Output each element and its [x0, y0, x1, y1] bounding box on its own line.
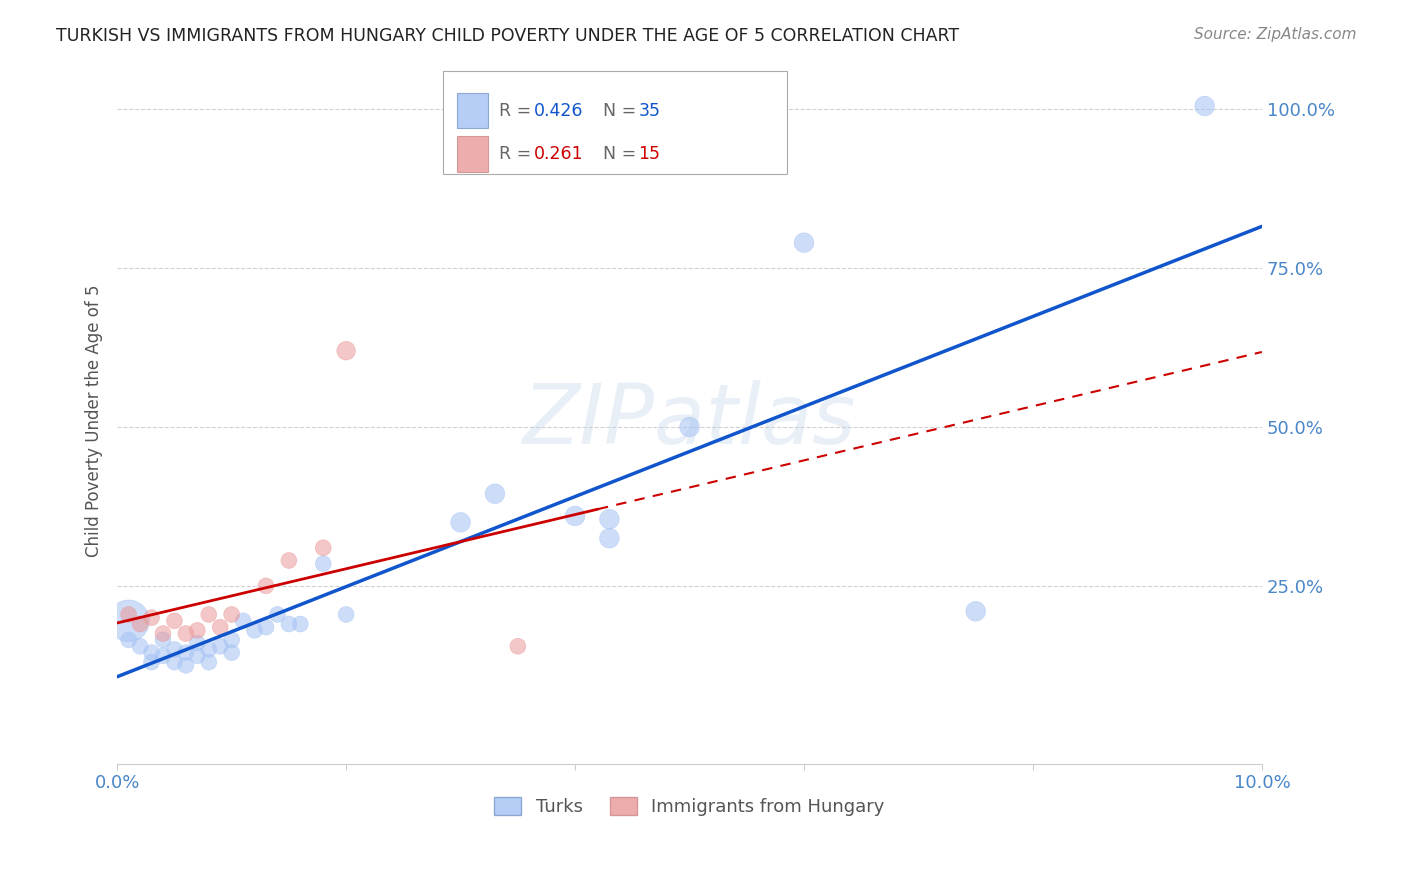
Point	[598, 531, 620, 545]
Point	[793, 235, 815, 250]
Point	[221, 607, 243, 622]
Point	[163, 642, 186, 657]
Point	[254, 620, 277, 634]
Point	[141, 655, 163, 669]
Point	[232, 614, 254, 628]
Point	[266, 607, 288, 622]
Point	[174, 658, 197, 673]
Point	[152, 632, 174, 647]
Point	[312, 557, 335, 571]
Point	[484, 486, 506, 500]
Point	[678, 420, 700, 434]
Point	[564, 508, 586, 523]
Point	[129, 639, 152, 653]
Point	[174, 646, 197, 660]
Text: ZIPatlas: ZIPatlas	[523, 380, 856, 461]
Text: 35: 35	[638, 102, 661, 120]
Point	[197, 642, 219, 657]
Y-axis label: Child Poverty Under the Age of 5: Child Poverty Under the Age of 5	[86, 285, 103, 557]
Text: R =: R =	[499, 145, 537, 162]
Point	[186, 648, 208, 663]
Text: Source: ZipAtlas.com: Source: ZipAtlas.com	[1194, 27, 1357, 42]
Point	[117, 632, 139, 647]
Legend: Turks, Immigrants from Hungary: Turks, Immigrants from Hungary	[486, 789, 891, 823]
Point	[152, 648, 174, 663]
Point	[186, 636, 208, 650]
Point	[221, 632, 243, 647]
Point	[290, 617, 312, 632]
Point	[1194, 99, 1216, 113]
Point	[254, 579, 277, 593]
Text: TURKISH VS IMMIGRANTS FROM HUNGARY CHILD POVERTY UNDER THE AGE OF 5 CORRELATION : TURKISH VS IMMIGRANTS FROM HUNGARY CHILD…	[56, 27, 959, 45]
Point	[141, 610, 163, 624]
Point	[186, 624, 208, 638]
Point	[243, 624, 266, 638]
Point	[277, 553, 299, 567]
Point	[197, 607, 219, 622]
Text: 0.426: 0.426	[534, 102, 583, 120]
Point	[598, 512, 620, 526]
Point	[450, 516, 472, 530]
Text: R =: R =	[499, 102, 537, 120]
Point	[277, 617, 299, 632]
Point	[163, 614, 186, 628]
Point	[335, 607, 357, 622]
Point	[117, 607, 139, 622]
Text: N =: N =	[603, 102, 643, 120]
Text: 15: 15	[638, 145, 661, 162]
Point	[163, 655, 186, 669]
Point	[174, 626, 197, 640]
Point	[152, 626, 174, 640]
Point	[209, 639, 232, 653]
Point	[141, 646, 163, 660]
Point	[221, 646, 243, 660]
Point	[197, 655, 219, 669]
Point	[117, 614, 139, 628]
Point	[965, 604, 987, 618]
Text: N =: N =	[603, 145, 643, 162]
Text: 0.261: 0.261	[534, 145, 583, 162]
Point	[506, 639, 529, 653]
Point	[129, 617, 152, 632]
Point	[312, 541, 335, 555]
Point	[335, 343, 357, 358]
Point	[209, 620, 232, 634]
